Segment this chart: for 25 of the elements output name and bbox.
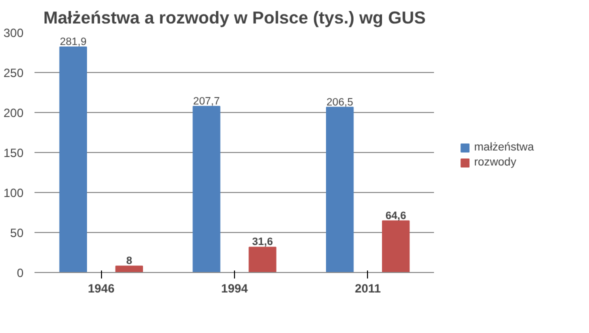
data-label: 207,7 [193, 95, 220, 108]
data-label: 64,6 [385, 210, 406, 222]
y-tick-label: 150 [3, 146, 24, 160]
legend-label: rozwody [474, 156, 516, 168]
x-tick-label: 2011 [354, 282, 382, 296]
data-label: 8 [126, 255, 132, 268]
y-tick-label: 50 [10, 226, 24, 240]
bar [115, 266, 143, 272]
bar [192, 106, 220, 272]
bar [326, 106, 354, 272]
bar [248, 246, 276, 272]
y-tick-label: 300 [3, 26, 24, 40]
chart-title: Małżeństwa a rozwody w Polsce (tys.) wg GUS [43, 8, 426, 28]
data-label: 281,9 [60, 36, 87, 48]
x-tick-label: 1946 [88, 282, 115, 296]
data-label: 31,6 [252, 236, 273, 248]
legend-label: małżeństwa [474, 141, 534, 153]
y-tick-label: 200 [3, 106, 24, 120]
data-label: 206,5 [326, 96, 354, 108]
y-tick-label: 0 [16, 266, 24, 280]
y-tick-label: 250 [3, 66, 24, 80]
bar [59, 46, 87, 272]
y-tick-label: 100 [3, 186, 24, 200]
x-tick-label: 1994 [221, 282, 248, 296]
bar [382, 220, 410, 272]
